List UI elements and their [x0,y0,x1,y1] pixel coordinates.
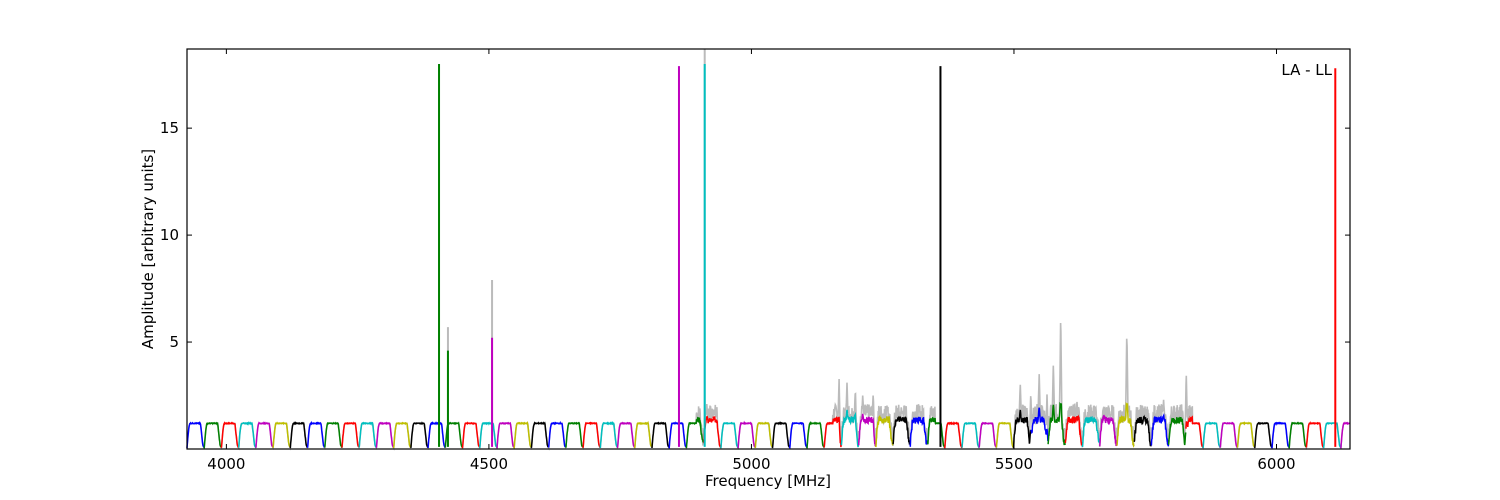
band-trace [237,421,257,448]
x-tick-label: 4500 [470,455,508,473]
band-trace [875,414,894,448]
band-trace [944,421,963,449]
band-trace [634,420,653,448]
band-trace [720,421,739,449]
band-trace [1012,409,1032,449]
band-trace [703,415,722,448]
x-axis-ticks: 4000 4500 5000 5500 6000 [207,49,1296,473]
band-trace [651,421,670,449]
band-trace [668,421,687,449]
band-traces [186,401,1351,449]
chart-annotation: LA - LL [1281,61,1332,79]
y-axis-ticks: 5 10 15 [160,119,1350,351]
band-trace [926,417,946,448]
band-trace [358,421,377,448]
band-trace [840,409,860,448]
band-trace [599,421,618,449]
band-trace [737,420,756,449]
band-trace [1254,421,1273,449]
band-trace [272,421,291,448]
band-trace [995,421,1015,448]
band-trace [1340,421,1351,449]
band-trace [1185,415,1204,448]
band-trace [1167,416,1187,446]
band-trace [461,421,481,449]
band-trace [1288,421,1307,449]
band-trace [530,421,550,448]
band-trace [806,420,825,449]
y-tick-label: 15 [160,119,179,137]
band-trace [582,421,601,448]
y-tick-label: 5 [169,333,179,351]
x-axis-label: Frequency [MHz] [705,472,831,490]
band-trace [1322,421,1342,449]
band-trace [375,421,395,448]
band-trace [1305,421,1324,448]
band-trace [1099,414,1118,447]
band-trace [565,421,584,448]
band-trace [410,421,429,448]
band-trace [547,420,567,448]
band-trace [220,421,240,449]
band-trace [978,421,997,448]
y-tick-label: 10 [160,226,179,244]
band-trace [754,421,774,448]
band-trace [789,421,808,449]
band-trace [909,416,928,447]
band-trace [1219,421,1238,448]
band-trace [496,421,515,449]
plot-background [187,49,1350,449]
band-trace [1064,414,1084,447]
y-axis-label: Amplitude [arbitrary units] [139,149,157,349]
band-trace [961,421,980,448]
band-trace [289,421,308,449]
band-trace [1271,421,1290,449]
spikes [438,49,1337,447]
band-trace [771,421,791,449]
band-trace [823,415,842,448]
x-tick-label: 5500 [995,455,1033,473]
band-trace [1030,407,1049,442]
band-trace [1081,415,1101,447]
band-trace [685,416,705,449]
band-trace [479,421,498,448]
band-trace [427,421,446,448]
band-trace [255,421,274,448]
x-tick-label: 4000 [207,455,245,473]
x-tick-label: 6000 [1257,455,1295,473]
band-trace [324,421,343,448]
band-trace [1202,421,1221,449]
band-trace [1116,401,1135,448]
band-trace [1133,414,1152,447]
band-trace [1236,421,1256,448]
band-trace [1047,401,1066,446]
band-trace [892,415,911,445]
band-trace [306,420,325,448]
band-trace [186,421,205,449]
band-trace [513,420,532,449]
plot-frame [186,48,1351,450]
band-trace [857,413,877,447]
band-trace [341,421,360,448]
band-trace [203,421,222,449]
x-tick-label: 5000 [732,455,770,473]
band-trace [616,421,636,448]
band-trace [392,421,412,449]
band-trace [1150,412,1170,448]
